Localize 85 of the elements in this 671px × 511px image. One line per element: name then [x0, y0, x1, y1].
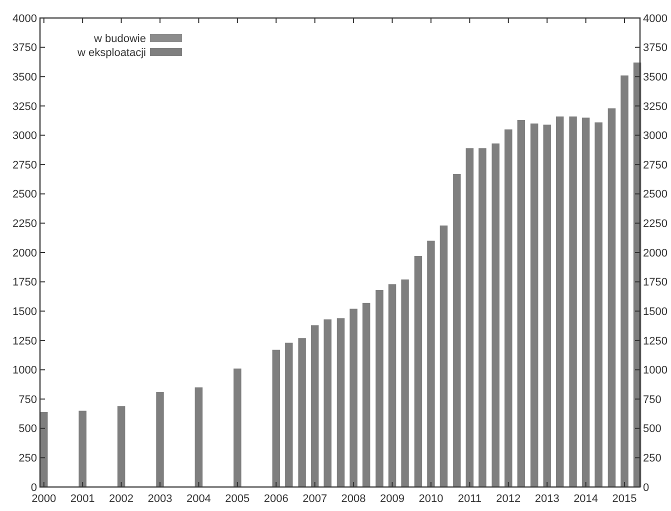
- bar: [310, 325, 319, 487]
- bar: [466, 148, 474, 487]
- y-tick-label: 2250: [12, 218, 37, 230]
- y-tick-label: 1000: [12, 364, 37, 377]
- y-tick-label: 1500: [12, 306, 37, 318]
- bar: [350, 308, 358, 487]
- bar: [117, 406, 126, 487]
- y-tick-label: 3250: [12, 100, 37, 113]
- bar: [336, 318, 345, 487]
- x-tick-label: 2002: [109, 493, 134, 505]
- bar: [569, 116, 577, 487]
- y2-tick-label: 250: [643, 452, 662, 465]
- y2-tick-label: 3000: [643, 130, 668, 142]
- bar: [376, 290, 384, 487]
- bar: [388, 284, 396, 487]
- y2-tick-label: 3750: [643, 42, 668, 54]
- bar: [194, 387, 203, 487]
- bar: [156, 392, 164, 487]
- y-tick-label: 2000: [12, 247, 37, 260]
- x-tick-label: 2006: [264, 493, 288, 505]
- x-tick-label: 2009: [380, 493, 404, 505]
- y2-tick-label: 2250: [643, 218, 668, 230]
- y2-tick-label: 3250: [643, 100, 668, 113]
- bar: [427, 240, 435, 487]
- bar: [401, 279, 409, 487]
- y2-tick-label: 3500: [643, 71, 668, 84]
- bar: [414, 256, 422, 487]
- bar: [504, 129, 512, 487]
- x-tick-label: 2007: [302, 493, 328, 505]
- x-tick-label: 2015: [612, 493, 637, 505]
- y-tick-label: 2750: [12, 159, 37, 172]
- x-tick-label: 2013: [534, 493, 560, 505]
- bar: [234, 368, 242, 487]
- y-tick-label: 1750: [12, 276, 37, 289]
- bar: [530, 124, 538, 487]
- bar: [298, 338, 306, 487]
- y2-tick-label: 2750: [643, 159, 668, 172]
- x-tick-label: 2003: [148, 493, 172, 505]
- x-tick-label: 2014: [574, 493, 598, 505]
- bar: [608, 108, 616, 487]
- x-tick-label: 2011: [458, 493, 482, 505]
- y-tick-label: 250: [18, 452, 37, 465]
- y-tick-label: 2500: [12, 188, 37, 201]
- x-tick-label: 2012: [496, 493, 521, 505]
- y2-tick-label: 500: [643, 423, 662, 436]
- bar: [594, 122, 602, 487]
- y-tick-label: 3500: [12, 71, 37, 84]
- y-tick-label: 4000: [12, 12, 37, 25]
- y2-tick-label: 750: [643, 394, 662, 406]
- y2-tick-label: 2000: [643, 247, 668, 260]
- y2-tick-label: 1000: [643, 364, 668, 377]
- legend-label: w eksploatacji: [76, 46, 146, 59]
- y-tick-label: 500: [18, 423, 37, 436]
- bar: [272, 350, 280, 487]
- bar: [324, 319, 332, 487]
- x-tick-label: 2008: [341, 493, 366, 505]
- y-tick-label: 1250: [12, 335, 37, 348]
- bar: [285, 342, 293, 487]
- y2-tick-label: 1500: [643, 306, 668, 318]
- y2-tick-label: 4000: [643, 12, 668, 25]
- y-tick-label: 0: [30, 482, 37, 494]
- bar: [78, 410, 86, 487]
- x-tick-label: 2005: [225, 493, 250, 505]
- y-tick-label: 3000: [12, 130, 37, 142]
- bar: [517, 120, 526, 487]
- bar: [492, 143, 500, 487]
- bar: [440, 226, 448, 487]
- y2-tick-label: 0: [643, 482, 650, 494]
- y2-tick-label: 2500: [643, 188, 668, 201]
- bar: [620, 75, 628, 487]
- bar: [362, 302, 370, 487]
- y2-tick-label: 1750: [643, 276, 668, 289]
- x-tick-label: 2010: [418, 493, 444, 505]
- bar: [478, 148, 486, 487]
- bar: [582, 118, 590, 487]
- bar: [453, 174, 461, 487]
- bar: [556, 116, 564, 487]
- x-tick-label: 2004: [186, 493, 211, 505]
- x-tick-label: 2000: [32, 493, 56, 505]
- y2-tick-label: 1250: [643, 335, 668, 348]
- y-tick-label: 3750: [12, 42, 37, 54]
- x-tick-label: 2001: [70, 493, 95, 505]
- legend-label: w budowie: [93, 32, 146, 45]
- bar: [543, 124, 551, 487]
- y-tick-label: 750: [18, 394, 37, 406]
